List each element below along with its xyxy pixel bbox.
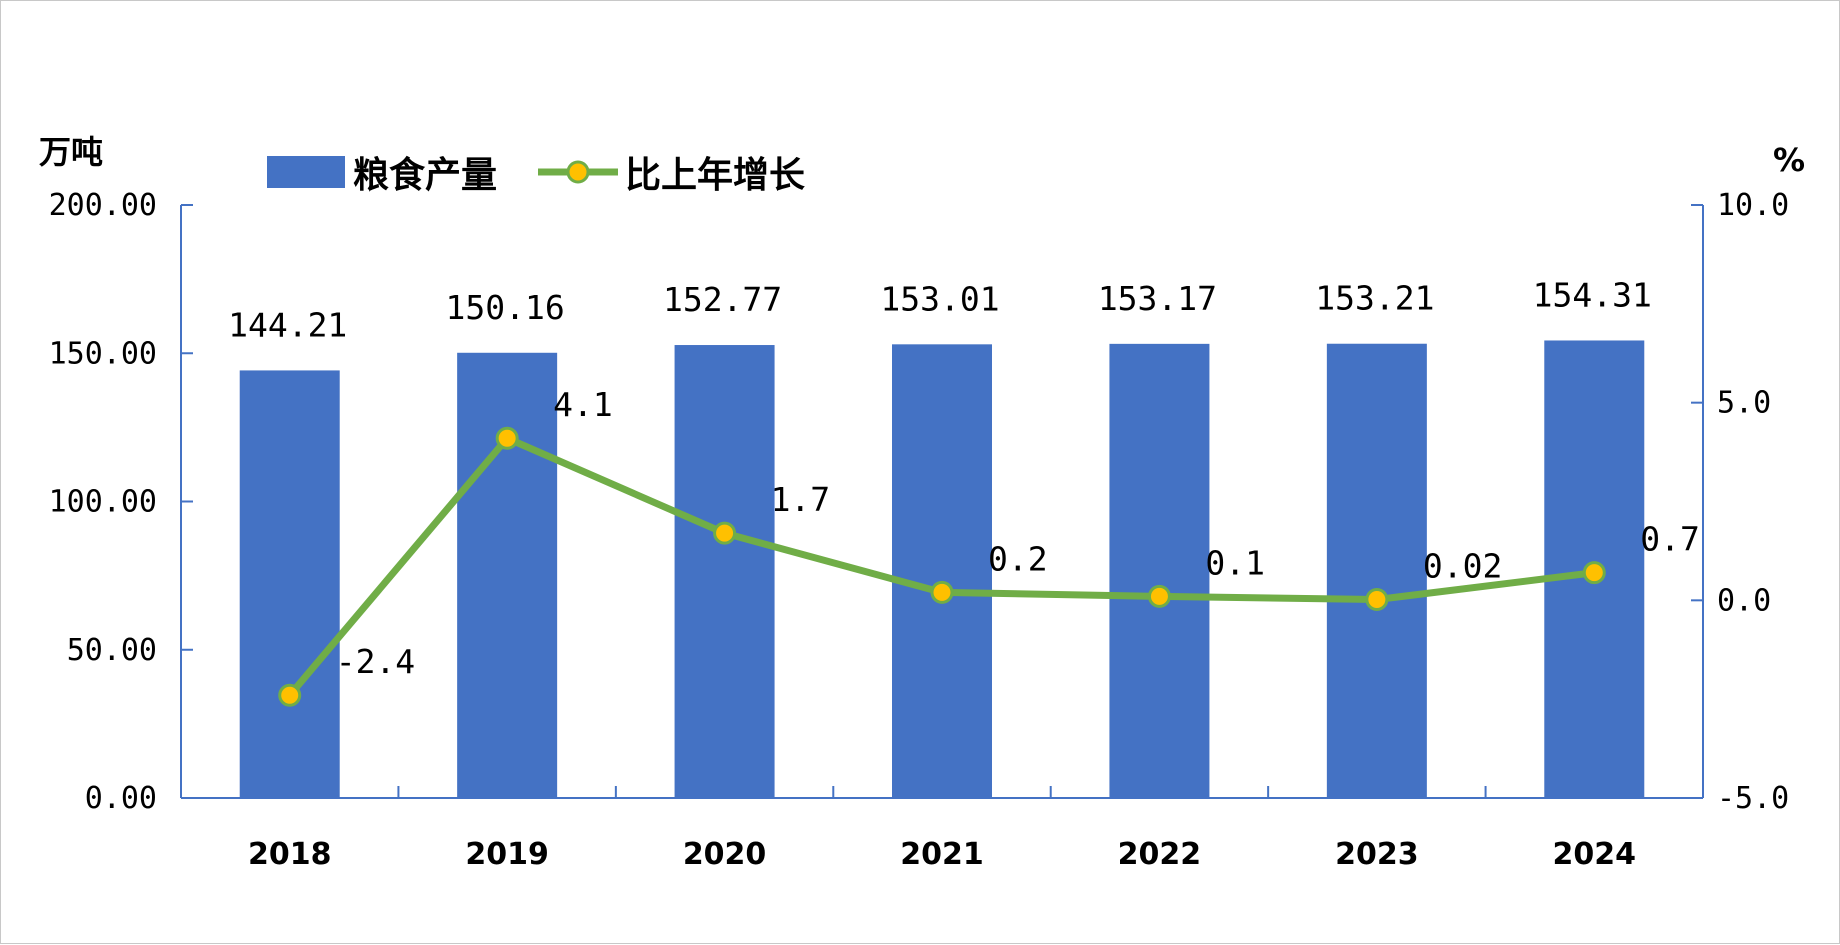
left-tick-label: 200.00 <box>49 188 157 223</box>
right-tick-label: 10.0 <box>1717 188 1789 223</box>
growth-value-label: 0.1 <box>1205 543 1265 582</box>
x-tick-label: 2019 <box>465 837 549 872</box>
right-axis-unit: % <box>1773 141 1805 179</box>
x-tick-label: 2020 <box>683 837 767 872</box>
left-tick-label: 150.00 <box>49 336 157 371</box>
legend-line-label: 比上年增长 <box>625 155 805 196</box>
bar-2018 <box>239 370 340 798</box>
growth-value-label: 1.7 <box>771 480 831 519</box>
left-tick-label: 0.00 <box>85 781 157 816</box>
left-axis-unit: 万吨 <box>39 133 103 171</box>
growth-marker-2022 <box>1147 584 1171 608</box>
x-tick-label: 2024 <box>1553 837 1637 872</box>
bar-2019 <box>457 352 558 798</box>
growth-value-label: 0.2 <box>988 539 1048 578</box>
growth-marker-2024 <box>1582 561 1606 585</box>
bar-value-label: 152.77 <box>663 280 782 319</box>
bar-value-label: 153.21 <box>1315 279 1434 318</box>
right-tick-label: 5.0 <box>1717 386 1771 421</box>
bar-2023 <box>1326 343 1427 798</box>
bar-2022 <box>1109 343 1210 798</box>
x-tick-label: 2023 <box>1335 837 1419 872</box>
bar-value-label: 144.21 <box>228 305 347 344</box>
bar-2021 <box>892 344 992 798</box>
x-tick-label: 2021 <box>900 837 984 872</box>
left-tick-label: 50.00 <box>67 633 157 668</box>
legend-line-marker <box>566 160 590 184</box>
x-tick-label: 2018 <box>248 837 332 872</box>
bar-value-label: 150.16 <box>446 288 565 327</box>
growth-value-label: 0.02 <box>1423 547 1502 586</box>
bar-2020 <box>674 345 775 798</box>
growth-marker-2020 <box>713 521 737 545</box>
growth-marker-2023 <box>1365 588 1389 612</box>
growth-marker-2021 <box>930 580 954 604</box>
bar-value-label: 154.31 <box>1533 275 1652 314</box>
bar-value-label: 153.17 <box>1098 279 1217 318</box>
bar-value-label: 153.01 <box>880 279 999 318</box>
legend-bar-label: 粮食产量 <box>353 155 497 196</box>
right-tick-label: 0.0 <box>1717 583 1771 618</box>
x-tick-label: 2022 <box>1118 837 1202 872</box>
right-tick-label: -5.0 <box>1717 781 1789 816</box>
growth-value-label: 4.1 <box>553 385 613 424</box>
left-tick-label: 100.00 <box>49 485 157 520</box>
legend-bar-swatch <box>267 156 345 188</box>
growth-value-label: 0.7 <box>1640 520 1700 559</box>
growth-value-label: -2.4 <box>336 642 415 681</box>
growth-marker-2018 <box>278 683 302 707</box>
growth-marker-2019 <box>495 426 519 450</box>
